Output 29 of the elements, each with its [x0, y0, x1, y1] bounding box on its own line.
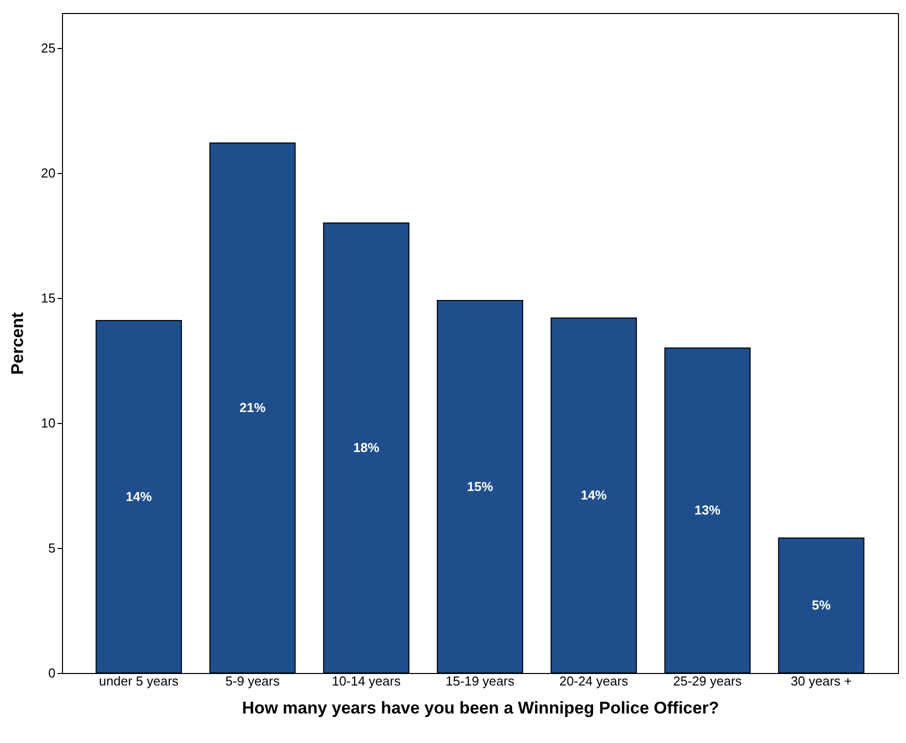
data-label: 13%: [694, 502, 721, 518]
x-tick-label: under 5 years: [99, 674, 180, 688]
y-tick-label: 10: [41, 416, 56, 430]
x-tick-label: 20-24 years: [559, 674, 629, 688]
x-tick-label: 5-9 years: [225, 674, 280, 688]
y-axis-title: Percent: [8, 312, 28, 375]
bar: [664, 348, 751, 674]
data-label: 5%: [812, 598, 832, 612]
data-label: 15%: [466, 478, 494, 494]
x-tick-label: 10-14 years: [332, 674, 402, 688]
data-label: 14%: [126, 488, 152, 504]
bar: [323, 222, 410, 674]
data-label: 18%: [353, 440, 380, 455]
data-label: 14%: [580, 488, 608, 502]
x-tick-label: 25-29 years: [673, 674, 742, 688]
y-tick-label: 5: [48, 540, 56, 556]
x-tick-label: 30 years +: [790, 674, 852, 688]
bar: [96, 320, 182, 674]
x-tick-label: 15-19 years: [446, 674, 515, 688]
bar: [436, 300, 524, 674]
x-axis-title: How many years have you been a Winnipeg Police Officer?: [242, 698, 719, 718]
bar: [778, 538, 864, 674]
y-tick-label: 15: [41, 290, 56, 306]
y-tick-label: 20: [41, 166, 56, 180]
bar: [550, 318, 637, 674]
y-tick-label: 25: [41, 40, 56, 56]
bar: [209, 142, 296, 674]
y-tick-label: 0: [48, 666, 56, 680]
data-label: 21%: [240, 400, 266, 415]
